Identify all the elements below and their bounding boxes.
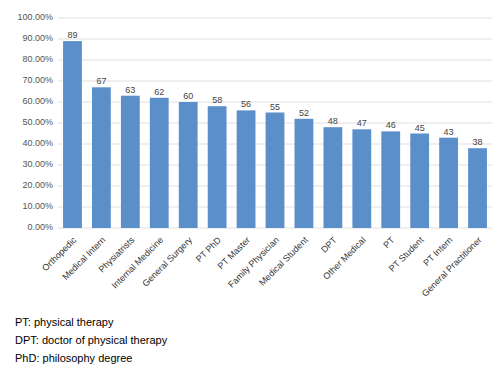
x-tick-label: Other Medical [321,235,368,282]
bar [323,127,342,228]
x-tick-label: DPT [319,235,339,255]
bar [352,129,371,228]
y-tick-label: 90.00% [22,33,53,43]
bar [439,138,458,228]
y-tick-label: 40.00% [22,138,53,148]
grid-line [58,60,492,61]
bar [237,110,256,228]
data-label: 38 [473,137,483,147]
grid [58,18,492,228]
bar [468,148,487,228]
y-tick-label: 70.00% [22,75,53,85]
grid-line [58,81,492,82]
data-label: 48 [328,116,338,126]
x-tick-label: Family Physician [226,235,281,290]
footnote: DPT: doctor of physical therapy [15,334,168,346]
bars [63,41,487,228]
x-tick-label: General Practitioner [420,235,484,299]
bar [410,134,429,229]
footnote: PhD: philosophy degree [15,352,132,364]
bar [63,41,82,228]
data-label: 63 [125,85,135,95]
data-label: 55 [270,102,280,112]
x-tick-label: PT [381,235,397,251]
data-label: 45 [415,123,425,133]
data-label: 47 [357,118,367,128]
x-tick-label: General Surgery [140,235,194,289]
x-tick-label: Internal Medicine [110,235,166,291]
bar [208,106,227,228]
data-label: 46 [386,120,396,130]
bar [150,98,169,228]
data-label: 60 [183,91,193,101]
y-tick-label: 10.00% [22,201,53,211]
data-label: 62 [154,87,164,97]
grid-line [58,18,492,19]
y-tick-label: 100.00% [17,12,53,22]
y-tick-label: 0.00% [27,222,53,232]
bar [92,87,111,228]
x-tick-label: Medical Intern [60,235,107,282]
bar [179,102,198,228]
chart: 0.00% 10.00% 20.00% 30.00% 40.00% 50.00% 60.00… [0,0,500,377]
bar [121,96,140,228]
data-label: 89 [67,30,77,40]
bar [266,113,285,229]
y-tick-label: 50.00% [22,117,53,127]
data-label: 67 [96,76,106,86]
footnote: PT: physical therapy [15,316,114,328]
y-tick-label: 60.00% [22,96,53,106]
y-tick-label: 20.00% [22,180,53,190]
bar [381,131,400,228]
y-tick-label: 80.00% [22,54,53,64]
grid-line [58,39,492,40]
data-label: 56 [241,99,251,109]
bar [295,119,314,228]
y-tick-label: 30.00% [22,159,53,169]
x-tick-label: PT Student [387,235,426,274]
data-label: 43 [444,127,454,137]
data-label: 58 [212,95,222,105]
data-label: 52 [299,108,309,118]
x-tick-label: Medical Student [257,235,310,288]
